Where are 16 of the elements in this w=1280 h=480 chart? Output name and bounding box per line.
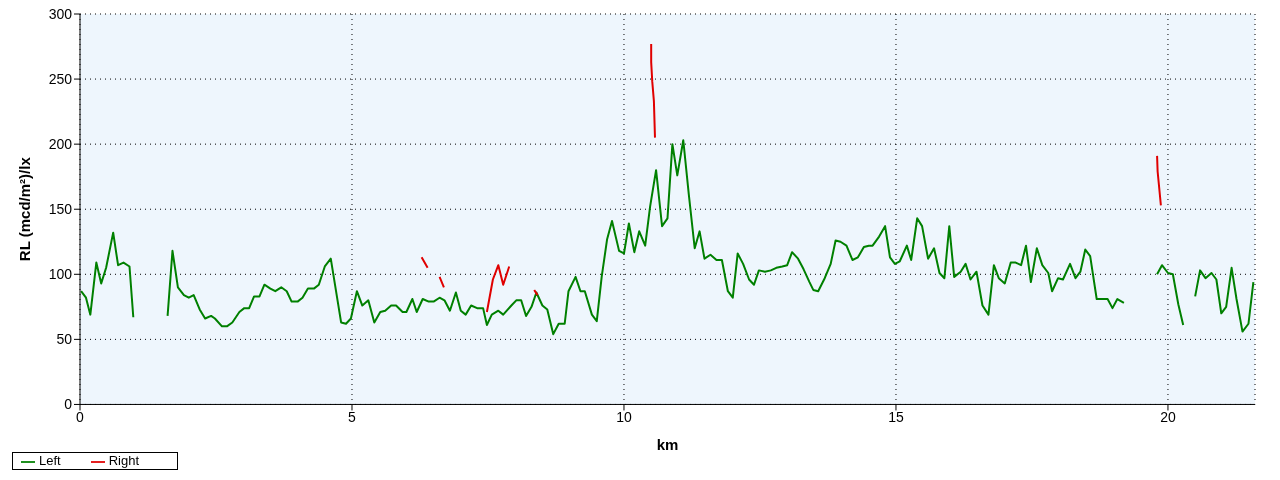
x-tick-label: 0 — [76, 409, 85, 426]
y-tick-label: 300 — [48, 5, 73, 22]
y-tick-label: 50 — [56, 331, 73, 348]
y-axis-title: RL (mcd/m²)/lx — [16, 156, 33, 262]
x-tick-label: 10 — [616, 409, 632, 426]
legend-label: Right — [108, 453, 140, 469]
y-tick-label: 100 — [48, 266, 73, 283]
y-tick-label: 150 — [48, 201, 73, 218]
y-tick-label: 0 — [64, 396, 73, 413]
x-tick-label: 5 — [348, 409, 357, 426]
legend-label: Left — [39, 453, 61, 469]
y-tick-label: 200 — [48, 136, 73, 153]
x-tick-label: 20 — [1160, 409, 1176, 426]
x-tick-label: 15 — [888, 409, 904, 426]
x-axis-title: km — [656, 436, 679, 454]
y-tick-label: 250 — [48, 71, 73, 88]
